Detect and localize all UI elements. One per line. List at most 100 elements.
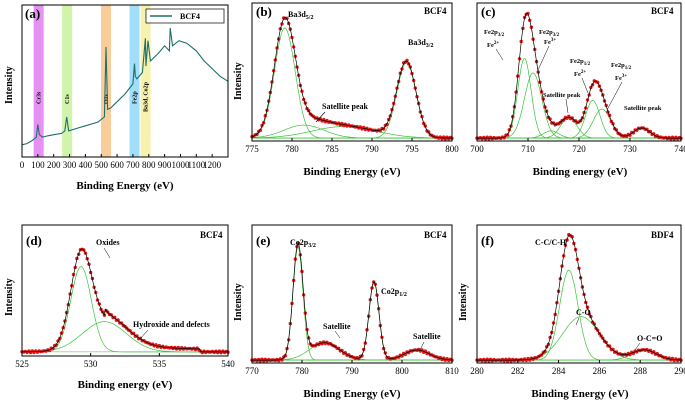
- panel-f-label: (f): [481, 233, 494, 248]
- x-tick-label: 290: [674, 366, 685, 376]
- panel-a-ylabel: Intensity: [4, 66, 15, 104]
- x-tick-label: 100: [31, 160, 45, 170]
- fit-envelope: [252, 243, 452, 361]
- data-point: [382, 127, 386, 131]
- x-tick-label: 780: [295, 366, 309, 376]
- data-point: [135, 334, 139, 338]
- panel-f-c1s: 280282284286288290 (f) BDF4 C-C/C-H C-O …: [458, 224, 685, 400]
- annot-fe2plus-b: Fe2+: [574, 70, 586, 78]
- fit-component-oxides: [22, 266, 228, 353]
- data-point: [648, 129, 653, 134]
- band-c1s: [62, 5, 73, 157]
- x-tick-label: 790: [365, 144, 379, 154]
- band-fe2p: [129, 5, 140, 157]
- data-point: [607, 344, 612, 348]
- annot-fe3plus-b: Fe3+: [615, 74, 627, 82]
- x-tick-label: 900: [158, 160, 172, 170]
- band-label: Cr3s: [37, 91, 43, 104]
- arrow-hydroxide: [139, 329, 149, 340]
- data-point: [628, 133, 632, 137]
- x-tick-label: 790: [345, 366, 359, 376]
- panel-e-ylabel: Intensity: [233, 283, 244, 321]
- arrow-satellite-1: [565, 98, 569, 114]
- panel-a-survey: Cr3s C1s O1s Fe2p Ba3d, Co2p 0 100 200 300 400 50…: [4, 4, 229, 192]
- x-tick-label: 795: [405, 144, 419, 154]
- x-tick-label: 700: [470, 144, 484, 154]
- data-point: [526, 11, 530, 16]
- arrow-satellite-2: [419, 341, 425, 351]
- arrow-fe2p12-fe2: [581, 77, 589, 94]
- x-tick-label: 775: [245, 144, 259, 154]
- x-tick-label: 770: [245, 366, 259, 376]
- arrow-oxides: [103, 247, 111, 259]
- x-tick-label: 800: [445, 144, 459, 154]
- panel-e-corner-label: BCF4: [424, 230, 447, 240]
- annot-fe2p32-fe3: Fe2p3/2: [539, 29, 560, 38]
- annot-co2p32: Co2p3/2: [290, 238, 316, 249]
- legend-label: BCF4: [180, 12, 200, 21]
- panel-d-ylabel: Intensity: [4, 278, 15, 316]
- panel-c-label: (c): [481, 4, 495, 19]
- panel-d-frame: [21, 224, 229, 357]
- x-tick-label: 600: [110, 160, 124, 170]
- x-tick-label: 780: [285, 144, 299, 154]
- annot-co: C-O: [576, 308, 591, 317]
- x-tick-label: 710: [521, 144, 535, 154]
- data-point: [285, 16, 289, 20]
- panel-e-frame: [251, 224, 453, 364]
- annot-fe2p12-fe3: Fe2p1/2: [611, 62, 632, 71]
- data-point: [631, 131, 636, 135]
- arrow-satellite-1: [334, 330, 341, 339]
- band-label: Fe2p: [133, 91, 139, 104]
- x-tick-label: 535: [153, 359, 167, 369]
- annot-satellite-peak: Satellite peak: [322, 102, 369, 111]
- panel-e-co2p: 770 780 790 800 810 (e) BCF4 Co2p3/2 Co2p1/2…: [233, 224, 459, 400]
- x-tick-label: 400: [79, 160, 93, 170]
- panel-d-o1s: 525 530 535 540 (d) BCF4 Oxides Hydroxide a…: [4, 224, 235, 391]
- band-o1s: [100, 5, 111, 157]
- fit-envelope: [477, 12, 681, 139]
- fit-envelope: [251, 17, 452, 139]
- data-point: [337, 346, 341, 350]
- x-tick-label: 288: [633, 366, 647, 376]
- x-tick-label: 740: [674, 144, 685, 154]
- x-tick-label: 525: [15, 359, 29, 369]
- arrow-fe2p32-fe3: [537, 45, 550, 71]
- annot-fe2p12-fe2: Fe2p1/2: [570, 58, 591, 67]
- data-point: [116, 318, 120, 322]
- annot-satellite-2: Satellite: [413, 332, 441, 341]
- annot-co2p12: Co2p1/2: [381, 287, 407, 298]
- annot-satellite-peak-2: Satellite peak: [624, 105, 662, 112]
- arrow-oco: [634, 342, 641, 351]
- panel-d-corner-label: BCF4: [200, 230, 223, 240]
- survey-series-line: [21, 27, 229, 146]
- x-tick-label: 284: [552, 366, 566, 376]
- x-tick-label: 286: [593, 366, 607, 376]
- annot-oco: O-C=O: [637, 334, 662, 343]
- panel-f-xlabel: Binding Energy (eV): [531, 388, 629, 400]
- data-point: [113, 315, 117, 319]
- arrow-satellite: [315, 111, 326, 123]
- panel-c-fe2p: 700 710 720 730 740 (c) BCF4 Fe2p3/2 Fe2+ Fe…: [470, 2, 685, 178]
- x-tick-label: 540: [221, 359, 235, 369]
- annot-ba3d52: Ba3d5/2: [288, 10, 313, 21]
- panel-c-xlabel: Binding energy (eV): [533, 166, 628, 178]
- x-tick-label: 530: [84, 359, 98, 369]
- fit-component-co2p3-2: [252, 246, 452, 361]
- panel-a-legend: BCF4: [145, 8, 225, 24]
- panel-b-frame: [251, 2, 453, 142]
- annot-satellite-1: Satellite: [323, 322, 351, 331]
- data-point: [119, 321, 124, 325]
- band-label: Ba3d, Co2p: [144, 81, 150, 112]
- data-point: [343, 351, 347, 355]
- x-tick-label: 810: [445, 366, 459, 376]
- panel-b-corner-label: BCF4: [424, 6, 447, 16]
- annot-satellite-peak-1: Satellite peak: [543, 92, 581, 99]
- panel-a-label: (a): [25, 6, 40, 21]
- arrow-co: [575, 317, 580, 326]
- x-tick-label: 0: [20, 160, 25, 170]
- x-tick-label: 720: [572, 144, 586, 154]
- x-tick-label: 1100: [187, 160, 205, 170]
- panel-a-xlabel: Binding Energy (eV): [76, 180, 174, 192]
